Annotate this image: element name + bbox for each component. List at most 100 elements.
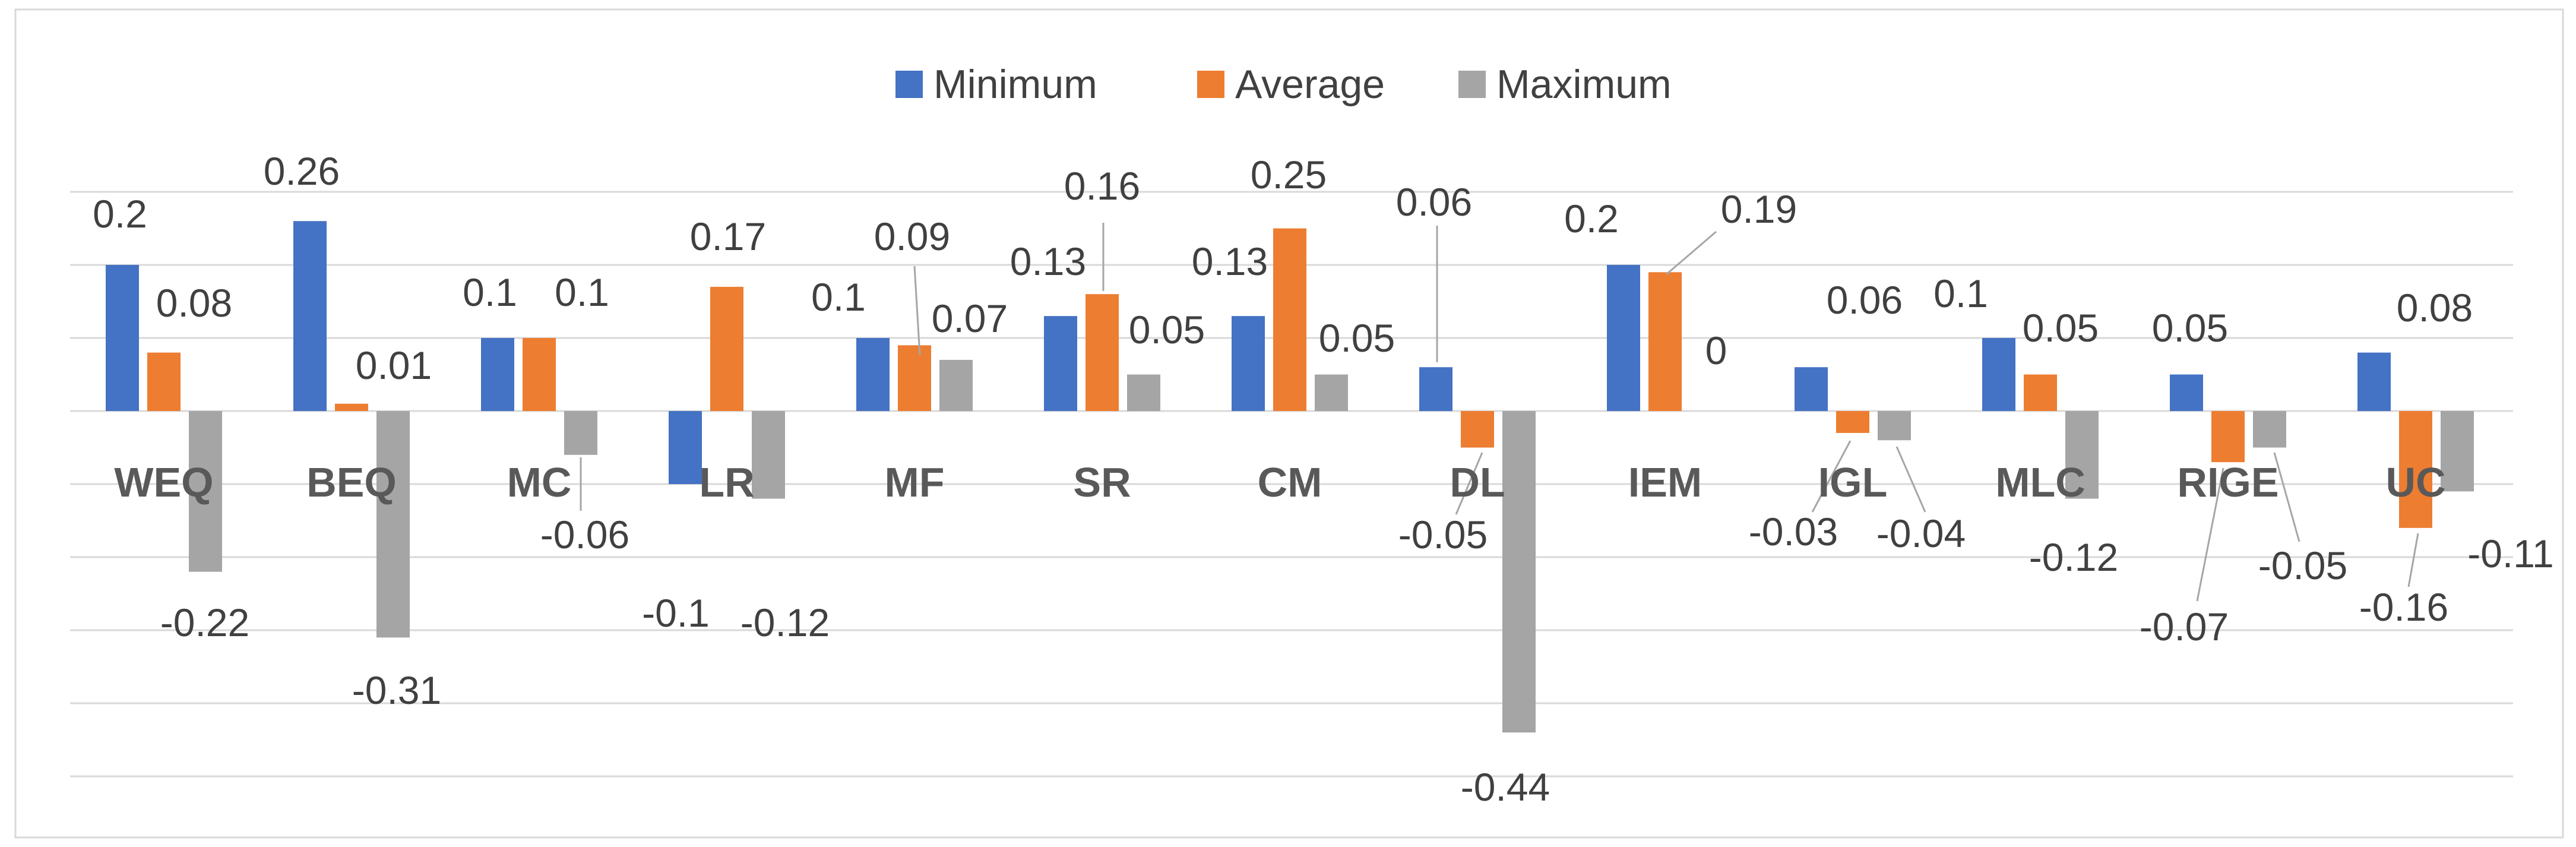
bar-maximum-uc [2441,411,2474,492]
data-label-cm-average: 0.25 [1251,153,1327,197]
data-label-mc-maximum: -0.06 [540,513,629,557]
data-label-lr-average: 0.17 [690,214,766,258]
bar-average-mlc [2024,374,2057,411]
legend-swatch-minimum [895,71,923,98]
legend-swatch-average [1197,71,1224,98]
data-label-weq-maximum: -0.22 [160,601,249,644]
data-label-sr-maximum: 0.05 [1129,308,1205,352]
bar-average-lr [710,286,743,411]
bar-maximum-weq [189,411,222,572]
legend-swatch-maximum [1458,71,1486,98]
category-label-mlc: MLC [1995,459,2086,505]
category-label-dl: DL [1450,459,1505,505]
bar-average-beq [335,403,368,411]
chart-frame [14,8,2564,839]
bar-minimum-cm [1232,316,1265,411]
data-label-weq-minimum: 0.2 [93,192,147,236]
bar-average-mc [523,338,556,411]
bar-minimum-dl [1419,367,1452,411]
data-label-sr-average: 0.16 [1064,164,1140,208]
bar-maximum-mf [939,359,973,411]
bar-average-rige [2211,411,2245,463]
category-label-mf: MF [884,459,944,505]
bar-minimum-mc [481,338,514,411]
bar-minimum-mf [856,338,890,411]
bar-average-uc [2399,411,2432,528]
data-label-dl-maximum: -0.44 [1461,765,1550,809]
bar-average-igl [1836,411,1869,433]
data-label-mlc-maximum: -0.12 [2029,535,2118,579]
bar-maximum-lr [752,411,785,499]
bar-average-dl [1461,411,1494,448]
category-label-weq: WEQ [114,459,213,505]
leader-line-uc-average [2407,533,2419,587]
data-label-rige-maximum: -0.05 [2258,543,2347,587]
data-label-rige-minimum: 0.05 [2152,306,2228,350]
category-label-lr: LR [699,459,754,505]
data-label-uc-maximum: -0.11 [2467,532,2554,576]
data-label-iem-maximum: 0 [1705,328,1727,372]
bar-maximum-rige [2253,411,2286,448]
data-label-dl-average: -0.05 [1398,513,1488,557]
data-label-iem-average: 0.19 [1721,187,1797,231]
bar-minimum-uc [2357,352,2391,411]
data-label-cm-minimum: 0.13 [1192,239,1268,283]
bar-maximum-dl [1502,411,1536,733]
data-label-uc-average: -0.16 [2359,585,2448,629]
category-label-uc: UC [2385,459,2445,505]
leader-line-iem-average [1666,230,1717,276]
data-label-igl-average: -0.03 [1749,510,1838,554]
data-label-mlc-minimum: 0.1 [1933,271,1988,315]
data-label-mc-average: 0.1 [555,270,609,314]
bar-maximum-sr [1127,374,1160,411]
bar-maximum-cm [1315,374,1348,411]
category-label-mc: MC [507,459,572,505]
data-label-igl-maximum: -0.04 [1876,511,1966,555]
bar-minimum-weq [106,265,139,411]
data-label-sr-minimum: 0.13 [1010,239,1086,283]
bar-average-cm [1273,228,1306,411]
data-label-igl-minimum: 0.06 [1827,278,1903,322]
data-label-lr-maximum: -0.12 [740,601,830,644]
bar-maximum-beq [376,411,410,638]
bar-average-mf [898,345,931,411]
bar-maximum-mc [564,411,597,455]
bar-minimum-iem [1607,265,1640,411]
leader-line-rige-average [2196,467,2224,602]
data-label-dl-minimum: 0.06 [1396,180,1472,224]
data-label-cm-maximum: 0.05 [1319,316,1395,360]
legend-label-minimum: Minimum [933,62,1097,107]
leader-line-dl-average [1455,452,1483,515]
category-label-beq: BEQ [306,459,397,505]
category-label-iem: IEM [1628,459,1702,505]
bar-minimum-sr [1044,316,1077,411]
leader-line-igl-maximum [1895,446,1926,513]
bar-minimum-mlc [1982,338,2015,411]
data-label-mc-minimum: 0.1 [463,270,517,314]
data-label-uc-minimum: 0.08 [2397,286,2473,330]
bar-minimum-rige [2170,374,2203,411]
leader-line-igl-average [1811,440,1852,513]
category-label-sr: SR [1073,459,1131,505]
data-label-rige-average: -0.07 [2140,605,2229,649]
bar-maximum-mlc [2065,411,2099,499]
legend-label-maximum: Maximum [1496,62,1672,107]
bar-minimum-beq [293,221,327,411]
category-label-cm: CM [1258,459,1322,505]
bar-average-sr [1086,294,1119,411]
data-label-mlc-average: 0.05 [2023,306,2099,350]
data-label-lr-minimum: -0.1 [642,591,710,635]
data-label-beq-minimum: 0.26 [264,149,340,193]
leader-line-mf-average [913,266,921,356]
bar-average-iem [1648,272,1682,411]
bar-minimum-lr [669,411,702,484]
data-label-beq-maximum: -0.31 [352,668,441,712]
category-label-igl: IGL [1818,459,1888,505]
category-label-rige: RIGE [2177,459,2278,505]
bar-minimum-igl [1795,367,1828,411]
bar-average-weq [147,352,181,411]
data-label-weq-average: 0.08 [156,281,232,325]
legend-label-average: Average [1235,62,1385,107]
bar-maximum-igl [1878,411,1911,441]
